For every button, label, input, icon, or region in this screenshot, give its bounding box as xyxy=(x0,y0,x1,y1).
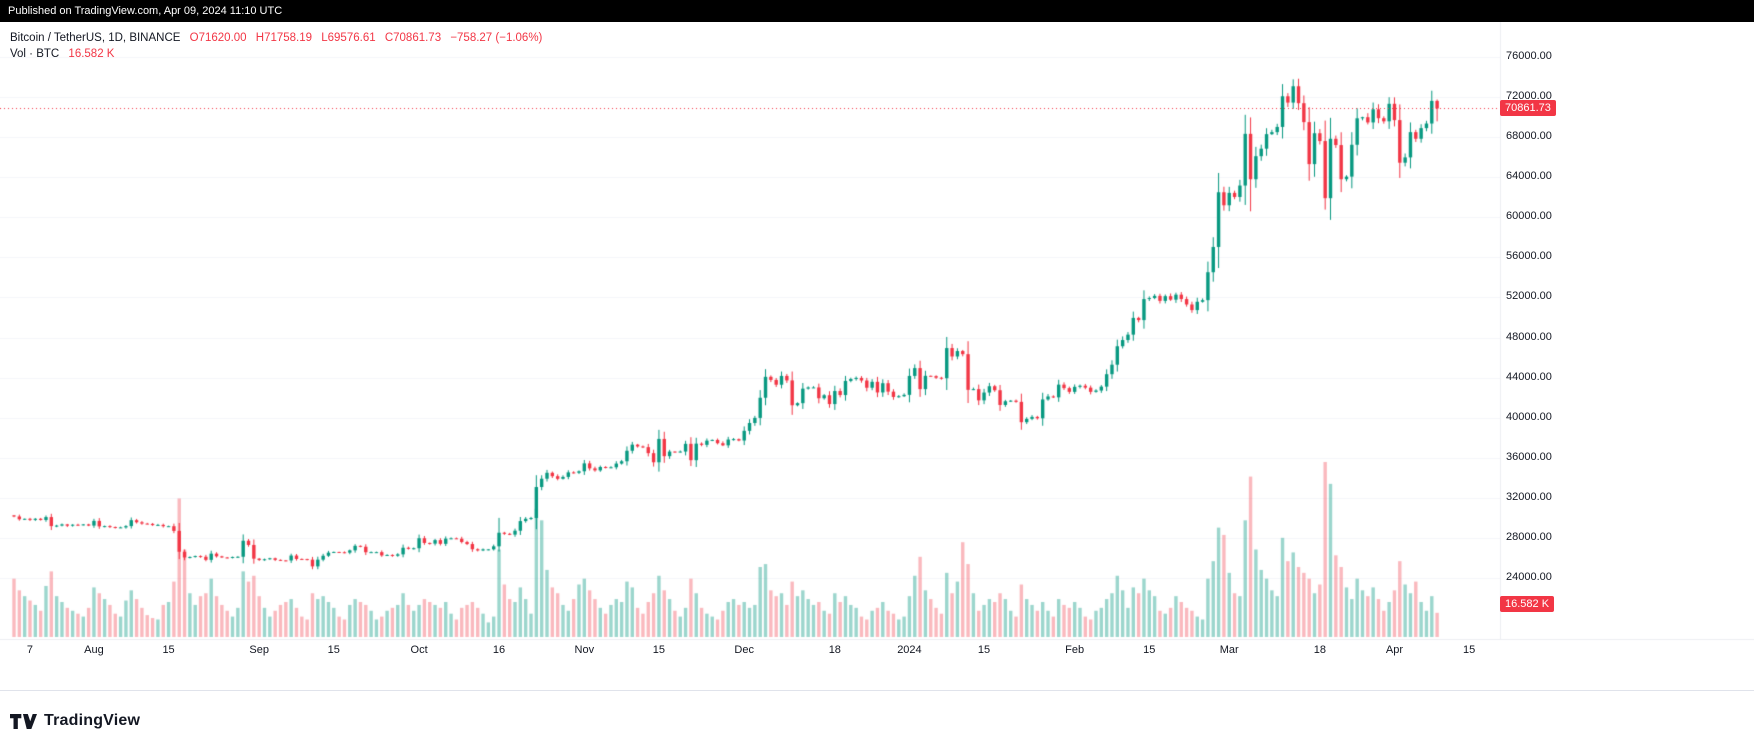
price-tick-label: 56000.00 xyxy=(1506,250,1552,263)
time-tick-label: 15 xyxy=(652,644,666,656)
volume-study-value: 16.582 K xyxy=(68,48,115,60)
time-tick-label: Mar xyxy=(1219,644,1239,656)
time-tick-label: 18 xyxy=(1313,644,1326,656)
change-value: −758.27 (−1.06%) xyxy=(450,32,543,44)
legend-volume-row: Vol · BTC 16.582 K xyxy=(10,46,542,62)
time-tick-label: 15 xyxy=(977,644,991,656)
price-tick-label: 76000.00 xyxy=(1506,50,1552,62)
time-tick-label: Sep xyxy=(249,644,269,656)
chart-legend: Bitcoin / TetherUS, 1D, BINANCE O71620.0… xyxy=(10,30,542,62)
tradingview-logo[interactable]: TradingView xyxy=(10,711,140,732)
publish-info: Published on TradingView.com, Apr 09, 20… xyxy=(8,5,283,17)
price-tick-label: 28000.00 xyxy=(1506,530,1552,543)
price-tick-label: 72000.00 xyxy=(1506,90,1552,103)
high-value: H71758.19 xyxy=(255,32,313,44)
legend-symbol-row: Bitcoin / TetherUS, 1D, BINANCE O71620.0… xyxy=(10,30,542,46)
time-axis[interactable]: 7 Aug 15 Sep 15 Oct 16 Nov 15 Dec 18 2024 15 Feb 15 Mar… xyxy=(0,639,1754,665)
symbol-title[interactable]: Bitcoin / TetherUS, 1D, BINANCE xyxy=(10,32,181,44)
candlestick-chart[interactable] xyxy=(0,22,1754,690)
low-value: L69576.61 xyxy=(321,32,376,44)
close-value: C70861.73 xyxy=(384,32,442,44)
open-value: O71620.00 xyxy=(189,32,247,44)
time-tick-label: Feb xyxy=(1065,644,1085,656)
time-tick-label: 15 xyxy=(162,644,175,656)
price-tick-label: 48000.00 xyxy=(1506,330,1552,343)
time-tick-label: 15 xyxy=(1143,644,1156,656)
price-tick-label: 64000.00 xyxy=(1506,170,1552,183)
price-tick-label: 32000.00 xyxy=(1506,490,1552,503)
time-tick-label: 2024 xyxy=(897,644,922,656)
price-tick-label: 68000.00 xyxy=(1506,130,1552,143)
tradingview-wordmark: TradingView xyxy=(44,712,141,729)
price-tick-label: 36000.00 xyxy=(1506,450,1552,463)
price-tick-label: 60000.00 xyxy=(1506,210,1552,223)
time-tick-label: Apr xyxy=(1385,644,1404,656)
time-tick-label: 15 xyxy=(1462,644,1476,656)
time-tick-label: 18 xyxy=(828,644,841,656)
time-tick-label: 16 xyxy=(492,644,506,656)
volume-label: 16.582 K xyxy=(1500,595,1555,612)
volume-study-label[interactable]: Vol · BTC xyxy=(10,48,60,60)
time-tick-label: Oct xyxy=(410,644,428,656)
price-axis[interactable]: 24000.00 28000.00 32000.00 36000.00 40000.00… xyxy=(1500,22,1754,639)
price-tick-label: 24000.00 xyxy=(1506,571,1552,583)
time-tick-label: 15 xyxy=(327,644,340,656)
price-tick-label: 52000.00 xyxy=(1506,290,1552,303)
last-price-label: 70861.73 xyxy=(1500,100,1556,117)
time-tick-label: Nov xyxy=(574,644,595,656)
tradingview-logo-icon xyxy=(10,711,37,732)
time-tick-label: Aug xyxy=(84,644,104,656)
published-bar: Published on TradingView.com, Apr 09, 20… xyxy=(0,0,1754,22)
chart-area: Bitcoin / TetherUS, 1D, BINANCE O71620.0… xyxy=(0,22,1754,690)
price-tick-label: 40000.00 xyxy=(1506,410,1552,423)
price-tick-label: 44000.00 xyxy=(1506,370,1552,383)
footer-bar: TradingView xyxy=(0,690,1754,751)
time-tick-label: 7 xyxy=(26,644,34,656)
time-tick-label: Dec xyxy=(734,644,754,656)
